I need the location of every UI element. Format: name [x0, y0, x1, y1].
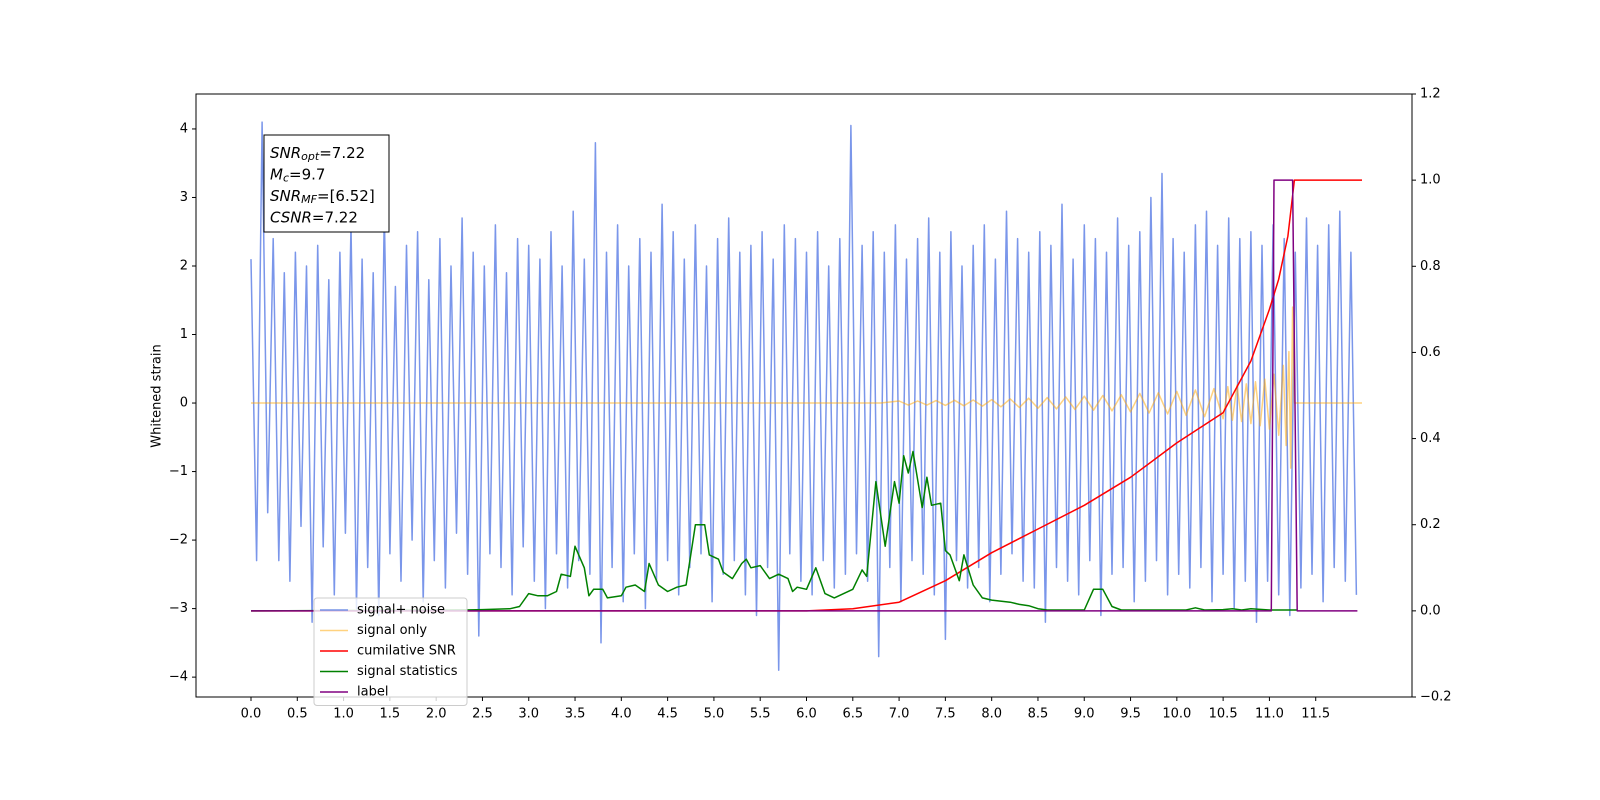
- annotation-base: M: [270, 165, 283, 183]
- y2-tick-label: 0.6: [1420, 345, 1441, 360]
- annotation-line: CSNR=7.22: [270, 208, 358, 226]
- annotation-text: =7.22: [312, 208, 358, 226]
- legend-label: signal+ noise: [357, 603, 445, 618]
- x-tick-label: 5.5: [750, 707, 771, 722]
- x-tick-label: 1.5: [380, 707, 401, 722]
- annotation-sub: c: [283, 172, 289, 185]
- annotation-line: SNRMF=[6.52]: [270, 187, 375, 207]
- y2-tick-label: 1.2: [1420, 87, 1441, 102]
- annotation-base: SNR: [270, 144, 301, 162]
- y-tick-label: −3: [169, 601, 188, 616]
- annotation-base: SNR: [270, 187, 301, 205]
- y2-tick-label: 0.4: [1420, 431, 1441, 446]
- y-tick-label: −2: [169, 533, 188, 548]
- x-tick-label: 11.5: [1301, 707, 1330, 722]
- x-tick-label: 7.5: [935, 707, 956, 722]
- series-line: [250, 121, 1358, 672]
- legend-box: [313, 597, 468, 706]
- y-tick-label: 0: [180, 396, 188, 411]
- annotation-line: Mc=9.7: [270, 165, 325, 185]
- x-tick-label: 1.0: [333, 707, 354, 722]
- legend-label: label: [357, 685, 388, 700]
- y2-tick-label: 0.8: [1420, 259, 1441, 274]
- annotation-sub: MF: [301, 193, 317, 206]
- annotation-box: [263, 134, 390, 233]
- y-tick-label: 3: [180, 190, 188, 205]
- legend-label: cumilative SNR: [357, 644, 456, 659]
- x-tick-label: 7.0: [889, 707, 910, 722]
- x-tick-label: 6.0: [796, 707, 817, 722]
- x-tick-label: 0.5: [287, 707, 308, 722]
- annotation-text: =[6.52]: [317, 187, 375, 205]
- annotation-base: CSNR: [270, 208, 312, 226]
- x-tick-label: 9.5: [1120, 707, 1141, 722]
- plot-frame: [195, 93, 1413, 698]
- y-tick-label: 1: [180, 327, 188, 342]
- x-tick-label: 4.5: [657, 707, 678, 722]
- series-line: [251, 306, 1362, 469]
- annotation-text: =9.7: [289, 165, 325, 183]
- x-tick-label: 2.0: [426, 707, 447, 722]
- x-tick-label: 6.5: [842, 707, 863, 722]
- annotation-sub: opt: [301, 150, 320, 163]
- y2-tick-label: −0.2: [1420, 690, 1452, 705]
- x-tick-label: 10.5: [1209, 707, 1238, 722]
- y-axis-label: Whitened strain: [150, 344, 165, 447]
- x-tick-label: 3.0: [518, 707, 539, 722]
- y2-tick-label: 0.0: [1420, 603, 1441, 618]
- x-tick-label: 2.5: [472, 707, 493, 722]
- series-line: [250, 450, 1298, 612]
- x-tick-label: 4.0: [611, 707, 632, 722]
- x-tick-label: 11.0: [1255, 707, 1284, 722]
- y-tick-label: 2: [180, 258, 188, 273]
- y2-tick-label: 1.0: [1420, 173, 1441, 188]
- series-line: [251, 179, 1358, 612]
- x-tick-label: 5.0: [704, 707, 725, 722]
- y-tick-label: −1: [169, 464, 188, 479]
- x-tick-label: 9.0: [1074, 707, 1095, 722]
- x-tick-label: 0.0: [241, 707, 262, 722]
- y2-tick-label: 0.2: [1420, 517, 1441, 532]
- series-line: [251, 179, 1362, 612]
- x-tick-label: 8.0: [981, 707, 1002, 722]
- x-tick-label: 10.0: [1162, 707, 1191, 722]
- x-tick-label: 3.5: [565, 707, 586, 722]
- y-tick-label: 4: [180, 121, 188, 136]
- annotation-text: =7.22: [319, 144, 365, 162]
- annotation-line: SNRopt=7.22: [270, 144, 365, 164]
- y-tick-label: −4: [169, 670, 188, 685]
- legend-label: signal only: [357, 623, 427, 638]
- legend-label: signal statistics: [357, 664, 458, 679]
- x-tick-label: 8.5: [1028, 707, 1049, 722]
